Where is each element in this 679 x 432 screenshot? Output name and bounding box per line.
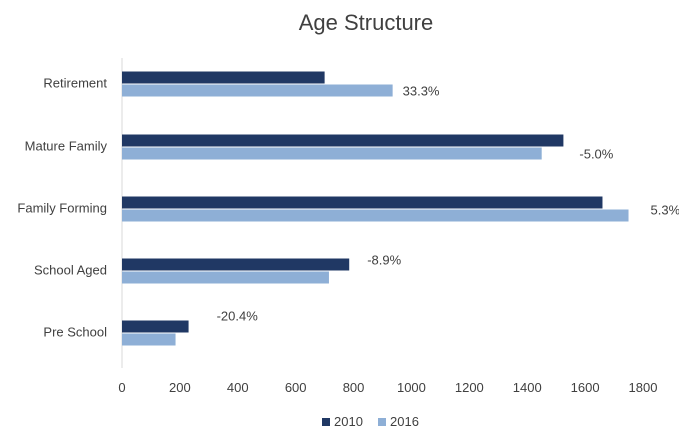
legend-swatch-2010: [322, 418, 330, 426]
data-labels: 33.3% -5.0% 5.3% -8.9% -20.4%: [217, 84, 679, 324]
data-label: -5.0%: [579, 147, 613, 162]
category-label: School Aged: [34, 263, 107, 278]
x-tick-label: 1200: [455, 380, 484, 395]
bar-2016-family-forming: [122, 209, 629, 222]
data-label: 5.3%: [651, 203, 679, 218]
x-axis-ticks: 0 200 400 600 800 1000 1200 1400 1600 1800: [118, 380, 657, 395]
x-tick-label: 600: [285, 380, 307, 395]
x-tick-label: 1400: [513, 380, 542, 395]
data-label: -20.4%: [217, 309, 259, 324]
bar-2016-pre-school: [122, 333, 176, 346]
category-label: Pre School: [43, 325, 107, 340]
x-tick-label: 0: [118, 380, 125, 395]
bar-2010-family-forming: [122, 196, 603, 209]
category-label: Mature Family: [25, 139, 108, 154]
bar-2016-school-aged: [122, 271, 329, 284]
legend: 2010 2016: [322, 414, 419, 429]
bar-2010-retirement: [122, 71, 325, 84]
bar-2010-mature-family: [122, 134, 564, 147]
legend-label-2010: 2010: [334, 414, 363, 429]
bars: [122, 71, 629, 346]
chart-title: Age Structure: [299, 10, 434, 35]
bar-2016-retirement: [122, 84, 393, 97]
category-label: Family Forming: [17, 201, 107, 216]
bar-2016-mature-family: [122, 147, 542, 160]
x-tick-label: 1000: [397, 380, 426, 395]
bar-2010-school-aged: [122, 258, 350, 271]
data-label: 33.3%: [403, 84, 440, 99]
legend-swatch-2016: [378, 418, 386, 426]
category-labels: Retirement Mature Family Family Forming Sch…: [17, 76, 107, 340]
category-label: Retirement: [43, 76, 107, 91]
x-tick-label: 400: [227, 380, 249, 395]
bar-2010-pre-school: [122, 320, 189, 333]
x-tick-label: 200: [169, 380, 191, 395]
x-tick-label: 1800: [629, 380, 658, 395]
x-tick-label: 800: [343, 380, 365, 395]
legend-label-2016: 2016: [390, 414, 419, 429]
x-tick-label: 1600: [571, 380, 600, 395]
data-label: -8.9%: [367, 253, 401, 268]
